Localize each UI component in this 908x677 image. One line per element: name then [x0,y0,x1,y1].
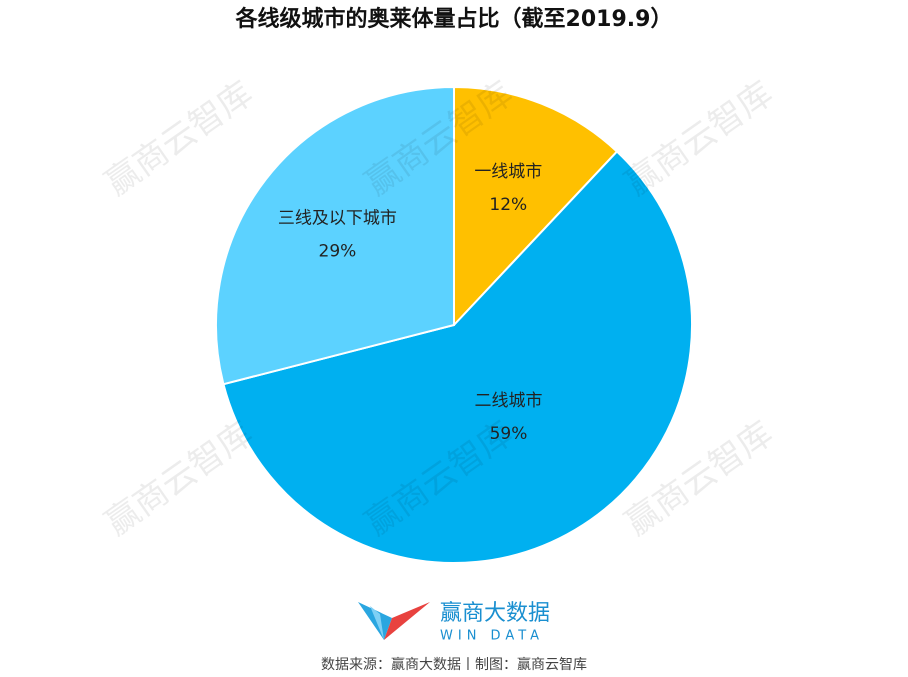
slice-name: 三线及以下城市 [278,209,397,229]
logo: 赢商大数据 WIN DATA [358,601,550,644]
watermark: 赢商云智库 [98,74,260,204]
slice-value: 59% [490,424,528,444]
slice-value: 29% [319,242,357,262]
logo-name: 赢商大数据 [440,601,550,626]
slice-labels: 一线城市 12% 二线城市 59% 三线及以下城市 29% [278,162,543,444]
logo-shape [358,602,392,640]
logo-subtitle: WIN DATA [440,629,544,644]
slice-value: 12% [489,195,527,215]
pie [215,85,693,564]
slice [453,85,619,328]
slice [222,150,693,564]
slice-name: 一线城市 [474,162,542,182]
chart-title: 各线级城市的奥莱体量占比（截至2019.9） [235,6,673,32]
slice-name: 二线城市 [475,391,543,411]
slice [215,85,455,386]
watermark: 赢商云智库 [98,414,260,544]
watermark: 赢商云智库 [618,74,780,204]
source: 数据来源：赢商大数据丨制图：赢商云智库 [321,656,587,673]
logo-shape [370,606,384,640]
logo-shape [384,602,430,640]
